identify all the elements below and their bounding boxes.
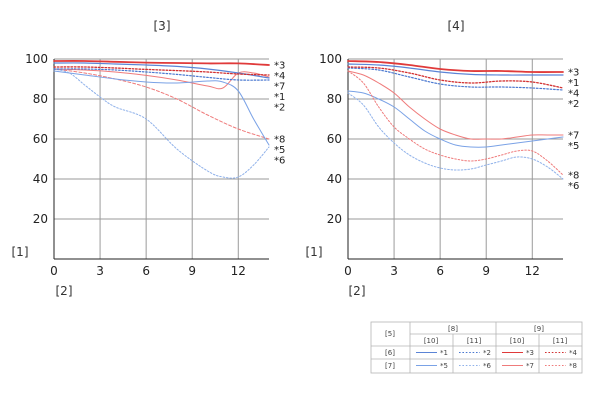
y-tick-label: 80 [327,92,342,106]
chart-1-y-tick-labels: 20 40 60 80 100 [25,52,48,226]
chart-2-series-end-labels: *3*1*4*2 *7*5 *8*6 [568,68,579,193]
y-tick-label: 60 [33,132,48,146]
series-line [53,68,270,140]
x-tick-label: 6 [436,264,444,278]
chart-1-series [53,60,270,179]
chart-2-y-tick-labels: 20 40 60 80 100 [319,52,342,226]
series-end-label: *5 [274,145,285,156]
series-line [53,68,270,179]
series-line [53,62,270,79]
y-tick-label: 80 [33,92,48,106]
series-line [53,68,270,90]
chart-2-xlabel: [2] [349,284,366,298]
legend-swatch-label: *5 [440,362,448,370]
series-line [53,60,270,66]
series-line [347,70,564,140]
chart-1-title: [3] [154,19,171,33]
series-end-label: *3 [568,68,579,79]
legend-table-sub-header: [10] [510,337,525,345]
legend-table-row-header: [5] [385,330,395,338]
y-tick-label: 40 [33,172,48,186]
chart-2-x-tick-labels: 0 3 6 9 12 [344,264,540,278]
series-end-label: *5 [568,141,579,152]
x-tick-label: 12 [231,264,246,278]
chart-2-series [347,60,564,180]
legend-table-frame [370,321,583,374]
legend-table-sub-header: [11] [467,337,482,345]
series-end-label: *2 [568,99,579,110]
y-tick-label: 40 [327,172,342,186]
y-tick-label: 60 [327,132,342,146]
series-end-label: *1 [568,78,579,89]
series-line [347,60,564,73]
series-line [53,66,270,76]
chart-2-grid [347,58,563,260]
legend-table-row-label: [7] [385,362,395,370]
chart-1-grid [53,58,269,260]
legend-table: [5] [8] [9] [10] [11] [10] [11] [6] [7] … [370,321,583,374]
legend-swatch-label: *7 [526,362,534,370]
y-tick-label: 20 [33,212,48,226]
series-line [53,70,270,146]
legend-table-group-header: [8] [448,325,458,333]
series-line [347,70,564,176]
chart-1-series-end-labels: *3*4*7*1*2 *8*5*6 [274,61,285,167]
legend-table-group-header: [9] [534,325,544,333]
series-end-label: *8 [274,135,285,146]
series-end-label: *4 [568,89,579,100]
y-tick-label: 20 [327,212,342,226]
legend-swatch-label: *6 [483,362,492,370]
series-end-label: *8 [568,171,579,182]
x-tick-label: 9 [188,264,196,278]
series-line [347,63,564,76]
series-end-label: *2 [274,103,285,114]
legend-table-sub-header: [10] [424,337,439,345]
legend-swatch-label: *8 [569,362,577,370]
series-end-label: *7 [568,131,579,142]
series-line [347,67,564,91]
series-end-label: *3 [274,61,285,72]
series-line [53,68,270,81]
legend-table-swatches: *1 *2 *3 *4 *5 *6 *7 *8 [416,349,578,370]
series-line [347,66,564,89]
chart-1-xlabel: [2] [56,284,73,298]
y-tick-label: 100 [25,52,48,66]
series-end-label: *6 [274,156,285,167]
x-tick-label: 0 [50,264,58,278]
legend-swatch-label: *3 [526,349,534,357]
series-end-label: *1 [274,92,285,103]
series-line [347,90,564,148]
legend-swatch-label: *1 [440,349,448,357]
legend-table-sub-header: [11] [553,337,568,345]
series-end-label: *7 [274,82,285,93]
series-end-label: *6 [568,181,579,192]
x-tick-label: 9 [482,264,490,278]
series-line [347,92,564,180]
x-tick-label: 3 [390,264,398,278]
x-tick-label: 3 [96,264,104,278]
legend-swatch-label: *2 [483,349,491,357]
chart-2-title: [4] [448,19,465,33]
x-tick-label: 12 [525,264,540,278]
chart-2-ylabel: [1] [306,245,323,259]
series-end-label: *4 [274,71,285,82]
x-tick-label: 6 [142,264,150,278]
legend-swatch-label: *4 [569,349,578,357]
chart-1-x-tick-labels: 0 3 6 9 12 [50,264,246,278]
chart-1-ylabel: [1] [12,245,29,259]
y-tick-label: 100 [319,52,342,66]
legend-table-row-label: [6] [385,349,395,357]
x-tick-label: 0 [344,264,352,278]
